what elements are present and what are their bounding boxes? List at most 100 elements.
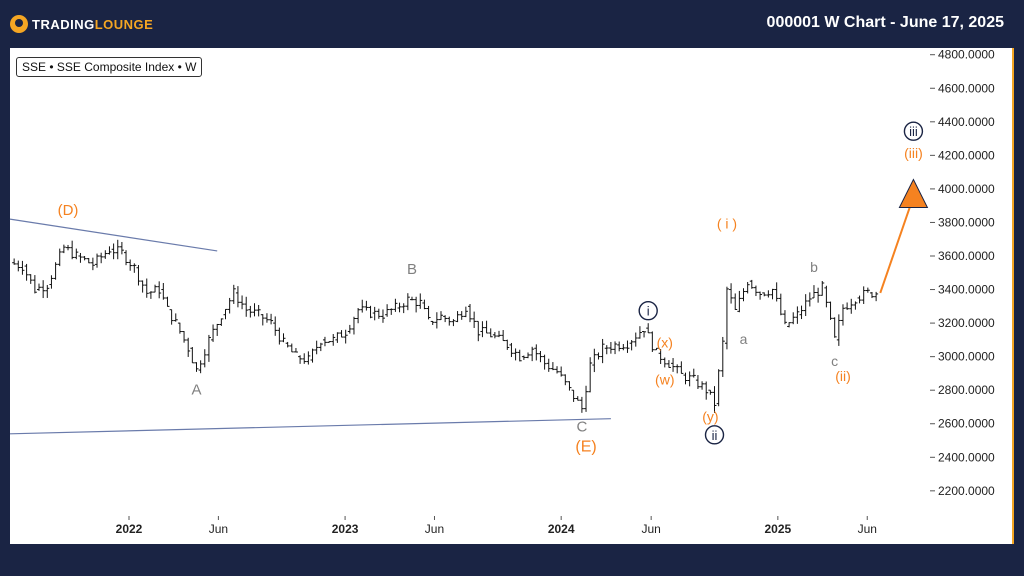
price-bar bbox=[194, 362, 199, 372]
price-bar bbox=[708, 389, 713, 395]
price-bar bbox=[397, 302, 402, 313]
price-bar bbox=[231, 284, 236, 304]
price-bar bbox=[61, 244, 66, 254]
price-bar bbox=[28, 274, 33, 284]
x-tick-label-1: Jun bbox=[209, 522, 228, 536]
price-bar bbox=[119, 241, 124, 255]
price-bar bbox=[832, 317, 837, 338]
price-bar bbox=[53, 262, 58, 280]
price-bar bbox=[658, 349, 663, 365]
price-bar bbox=[99, 252, 104, 264]
logo-icon bbox=[10, 15, 28, 33]
price-bar bbox=[720, 336, 725, 377]
price-bar bbox=[264, 313, 269, 323]
price-bar bbox=[857, 295, 862, 304]
trendline-0 bbox=[9, 218, 218, 252]
price-bar bbox=[161, 282, 166, 300]
price-bar bbox=[78, 252, 83, 263]
x-tick-label-2: 2023 bbox=[332, 522, 359, 536]
price-bar bbox=[136, 265, 141, 286]
price-bar bbox=[646, 323, 651, 334]
price-bar bbox=[418, 293, 423, 309]
price-bar bbox=[281, 333, 286, 343]
price-bar bbox=[372, 306, 377, 321]
price-bar bbox=[534, 344, 539, 361]
price-bar bbox=[704, 381, 709, 400]
price-bar bbox=[778, 293, 783, 316]
wave-label-2: B bbox=[407, 261, 417, 278]
price-bar bbox=[666, 360, 671, 368]
price-bar bbox=[472, 311, 477, 328]
price-bar bbox=[513, 348, 518, 361]
price-bar bbox=[584, 385, 589, 412]
price-bar bbox=[310, 348, 315, 363]
price-bar bbox=[148, 291, 153, 299]
price-bar bbox=[347, 324, 352, 334]
symbol-label[interactable]: SSE • SSE Composite Index • W bbox=[16, 57, 203, 77]
price-bar bbox=[414, 296, 419, 313]
wave-label-circle-9 bbox=[704, 425, 725, 445]
time-axis[interactable] bbox=[10, 516, 930, 544]
price-bar bbox=[745, 281, 750, 294]
price-bar bbox=[559, 366, 564, 377]
logo[interactable]: TRADINGLOUNGE bbox=[10, 14, 153, 34]
price-bar bbox=[335, 332, 340, 343]
price-bar bbox=[588, 357, 593, 393]
price-bar bbox=[16, 260, 21, 272]
price-bar bbox=[849, 298, 854, 314]
price-bar bbox=[256, 304, 261, 317]
price-bar bbox=[716, 369, 721, 407]
price-bar bbox=[807, 292, 812, 307]
price-bar bbox=[484, 320, 489, 334]
price-bar bbox=[642, 330, 647, 338]
price-bar bbox=[480, 321, 485, 338]
price-bar bbox=[318, 342, 323, 352]
x-tick-label-5: Jun bbox=[641, 522, 660, 536]
chart-title: 000001 W Chart - June 17, 2025 bbox=[766, 14, 1004, 31]
price-bar bbox=[567, 381, 572, 391]
price-bar bbox=[695, 375, 700, 389]
price-bar bbox=[343, 329, 348, 344]
price-bar bbox=[774, 282, 779, 302]
price-bar bbox=[613, 341, 618, 355]
price-bar bbox=[874, 291, 879, 302]
price-bar bbox=[165, 296, 170, 307]
price-bar bbox=[389, 308, 394, 315]
y-tick-label-1: 4600.0000 bbox=[938, 81, 995, 95]
price-bar bbox=[625, 340, 630, 353]
price-bar bbox=[811, 285, 816, 299]
price-bar bbox=[306, 351, 311, 365]
price-bar bbox=[459, 311, 464, 320]
price-bar bbox=[497, 330, 502, 338]
price-bar bbox=[816, 287, 821, 303]
price-axis-accent bbox=[1012, 48, 1014, 544]
price-bar bbox=[82, 256, 87, 261]
price-bar bbox=[758, 291, 763, 300]
price-bar bbox=[376, 308, 381, 319]
price-bar bbox=[596, 352, 601, 360]
logo-text-trading: TRADING bbox=[32, 16, 95, 32]
price-bar bbox=[115, 239, 120, 260]
price-bar bbox=[492, 332, 497, 339]
price-bar bbox=[700, 381, 705, 390]
x-tick-label-3: Jun bbox=[425, 522, 444, 536]
price-bar bbox=[24, 263, 29, 281]
price-bar bbox=[401, 303, 406, 314]
price-bar bbox=[339, 330, 344, 338]
price-bar bbox=[836, 314, 841, 346]
price-bar bbox=[32, 275, 37, 294]
price-bar bbox=[865, 287, 870, 293]
price-bar bbox=[269, 313, 274, 325]
price-bar bbox=[364, 300, 369, 311]
price-bar bbox=[820, 281, 825, 296]
price-axis[interactable] bbox=[930, 48, 1014, 544]
price-bar bbox=[190, 347, 195, 364]
price-bar bbox=[111, 243, 116, 260]
price-bar bbox=[741, 288, 746, 302]
price-bar bbox=[202, 349, 207, 368]
price-bar bbox=[463, 306, 468, 318]
price-bar bbox=[455, 311, 460, 323]
price-bar bbox=[476, 320, 481, 342]
plot-area[interactable] bbox=[10, 48, 930, 516]
price-bar bbox=[530, 346, 535, 362]
